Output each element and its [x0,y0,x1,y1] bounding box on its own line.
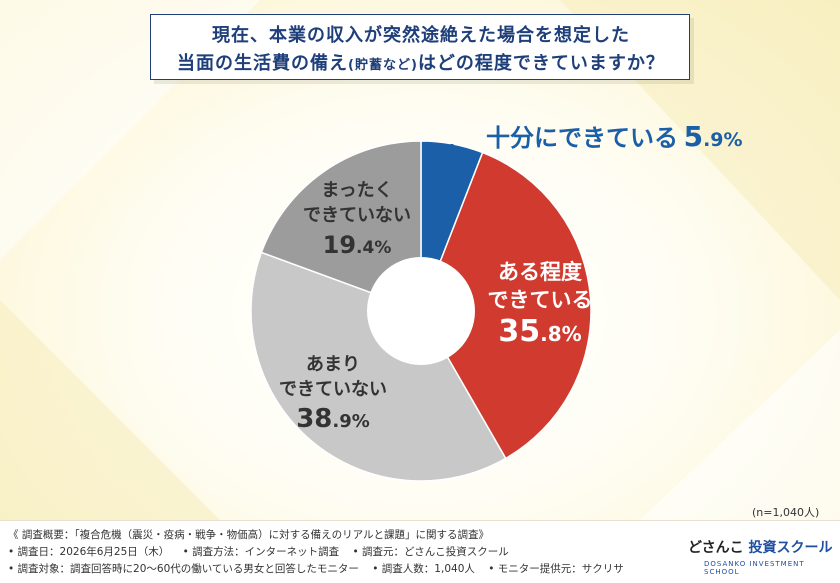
label-s1-line2: できている [487,288,593,312]
leader-line-s0 [450,144,478,160]
survey-source: • 調査元：どさんこ投資スクール [352,546,509,558]
question-title-line2-paren: (貯蓄など) [348,58,418,73]
label-s1: ある程度 できている 35.8% [470,258,610,354]
label-s3-pct-int: 19 [322,231,357,259]
label-s2: あまり できていない 38.9% [258,352,408,439]
donut-chart [250,140,592,482]
brand-logo-subtitle: DOSANKO INVESTMENT SCHOOL [704,560,805,576]
sample-size-note: (n=1,040人) [752,506,820,519]
label-s0-pct-int: 5 [683,120,704,153]
label-s3-line2: できていない [303,205,411,226]
survey-date: • 調査日：2026年6月25日（木） [8,546,170,558]
survey-summary-title: 《 調査概要：「複合危機（震災・疫病・戦争・物価高）に対する備えのリアルと課題」… [8,529,489,541]
brand-logo-prefix: どさんこ [688,540,744,556]
question-title-line2-main: 当面の生活費の備え [177,53,349,74]
survey-target: • 調査対象：調査回答時に20～60代の働いている男女と回答したモニター [8,563,359,575]
survey-details-row1: • 調査日：2026年6月25日（木） • 調査方法：インターネット調査 • 調… [8,544,519,559]
survey-provider: • モニター提供元：サクリサ [488,563,624,575]
pie-slice-2 [250,251,507,482]
label-s3-pct-dec: .4% [356,238,392,258]
question-title-line2: 当面の生活費の備え(貯蓄など)はどの程度できていますか？ [151,49,691,75]
label-s0-pct-dec: .9% [703,129,743,151]
label-s3-line1: まったく [321,180,393,201]
label-s3: まったく できていない 19.4% [282,178,432,265]
survey-method: • 調査方法：インターネット調査 [182,546,340,558]
label-s2-pct-int: 38 [296,404,333,434]
survey-footer: 《 調査概要：「複合危機（震災・疫病・戦争・物価高）に対する備えのリアルと課題」… [0,520,840,583]
pie-slice-3 [260,140,422,313]
brand-logo-accent: 投資スクール [748,540,833,556]
label-s2-pct-dec: .9% [332,411,370,432]
label-s0-text: 十分にできている [486,124,678,152]
donut-hole [367,257,475,365]
label-s1-pct-int: 35 [498,314,541,349]
label-s1-line1: ある程度 [498,260,582,284]
question-title-line1: 現在、本業の収入が突然途絶えた場合を想定した [212,25,630,46]
label-s2-line2: できていない [279,379,387,400]
pie-slice-1 [420,151,592,460]
label-s0: 十分にできている 5.9% [486,118,743,153]
survey-count: • 調査人数：1,040人 [372,563,475,575]
label-s2-line1: あまり [306,354,360,375]
label-s1-pct-dec: .8% [540,322,582,346]
brand-logo: どさんこ 投資スクール [688,537,832,557]
question-title-box: 現在、本業の収入が突然途絶えた場合を想定した 当面の生活費の備え(貯蓄など)はど… [150,14,690,80]
survey-details-row2: • 調査対象：調査回答時に20～60代の働いている男女と回答したモニター • 調… [8,561,634,576]
question-title-line2-tail: はどの程度できていますか？ [417,53,665,74]
